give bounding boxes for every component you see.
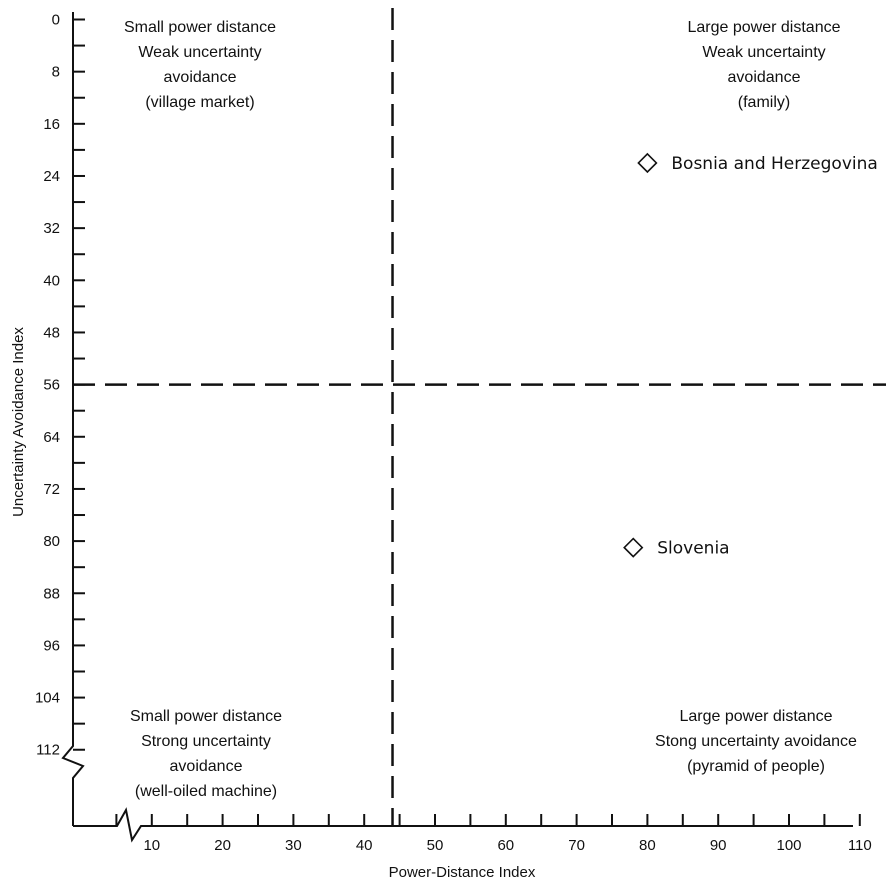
point-label: Slovenia bbox=[657, 539, 729, 559]
y-tick-label: 40 bbox=[43, 272, 60, 289]
x-tick-label: 100 bbox=[776, 837, 801, 854]
quadrant-labels: Small power distance Weak uncertainty avoi… bbox=[124, 19, 857, 800]
y-tick-label: 56 bbox=[43, 377, 60, 394]
quadrant-label-line: Weak uncertainty bbox=[138, 44, 261, 61]
x-tick-label: 80 bbox=[639, 837, 656, 854]
x-axis-line bbox=[73, 807, 853, 843]
quadrant-label-line: Stong uncertainty avoidance bbox=[655, 733, 857, 750]
quadrant-label-line: Small power distance bbox=[130, 708, 282, 725]
point-marker bbox=[623, 537, 644, 558]
quadrant-label-line: Weak uncertainty bbox=[702, 44, 825, 61]
quadrant-bottom-left: Small power distance Strong uncertainty av… bbox=[130, 708, 282, 800]
x-tick-label: 70 bbox=[568, 837, 585, 854]
y-ticks: 0 8 16 24 32 40 48 56 64 72 80 88 96 104 112 bbox=[35, 12, 85, 759]
x-tick-label: 60 bbox=[497, 837, 514, 854]
quadrant-top-left: Small power distance Weak uncertainty avoi… bbox=[124, 19, 276, 111]
x-ticks: 10 20 30 40 50 60 70 80 90 100 110 bbox=[115, 814, 872, 854]
x-tick-label: 30 bbox=[285, 837, 302, 854]
x-tick-label: 110 bbox=[848, 837, 872, 854]
quadrant-label-line: Large power distance bbox=[680, 708, 833, 725]
quadrant-label-line: (well-oiled machine) bbox=[135, 783, 277, 800]
quadrant-bottom-right: Large power distance Stong uncertainty av… bbox=[655, 708, 857, 775]
y-axis-line bbox=[61, 12, 85, 826]
y-tick-label: 72 bbox=[43, 481, 60, 498]
x-tick-label: 40 bbox=[356, 837, 373, 854]
y-tick-label: 80 bbox=[43, 533, 60, 550]
quadrant-label-line: (village market) bbox=[145, 94, 254, 111]
quadrant-label-line: avoidance bbox=[164, 69, 237, 86]
x-tick-label: 20 bbox=[214, 837, 231, 854]
quadrant-label-line: avoidance bbox=[170, 758, 243, 775]
x-tick-label: 10 bbox=[143, 837, 160, 854]
y-tick-label: 64 bbox=[43, 429, 60, 446]
point-label: Bosnia and Herzegovina bbox=[671, 154, 877, 174]
y-tick-label: 32 bbox=[43, 220, 60, 237]
x-axis-title: Power-Distance Index bbox=[389, 864, 536, 881]
y-tick-label: 88 bbox=[43, 585, 60, 602]
y-tick-label: 16 bbox=[43, 116, 60, 133]
point-marker bbox=[637, 152, 658, 174]
data-points: Bosnia and Herzegovina Slovenia bbox=[623, 152, 878, 559]
quadrant-label-line: (pyramid of people) bbox=[687, 758, 825, 775]
y-axis-title: Uncertainty Avoidance Index bbox=[10, 327, 27, 517]
y-tick-label: 96 bbox=[43, 637, 60, 654]
quadrant-label-line: (family) bbox=[738, 94, 790, 111]
y-tick-label: 0 bbox=[52, 12, 60, 29]
quadrant-dividers bbox=[73, 8, 886, 826]
x-tick-label: 50 bbox=[427, 837, 444, 854]
y-tick-label: 48 bbox=[43, 324, 60, 341]
y-tick-label: 24 bbox=[43, 168, 60, 185]
y-tick-label: 112 bbox=[36, 742, 60, 759]
quadrant-top-right: Large power distance Weak uncertainty avoi… bbox=[688, 19, 841, 111]
quadrant-label-line: Strong uncertainty bbox=[141, 733, 271, 750]
axes bbox=[61, 12, 853, 843]
x-tick-label: 90 bbox=[710, 837, 727, 854]
quadrant-label-line: Large power distance bbox=[688, 19, 841, 36]
y-tick-label: 104 bbox=[35, 690, 60, 707]
y-tick-label: 8 bbox=[52, 64, 60, 81]
quadrant-label-line: Small power distance bbox=[124, 19, 276, 36]
quadrant-label-line: avoidance bbox=[728, 69, 801, 86]
